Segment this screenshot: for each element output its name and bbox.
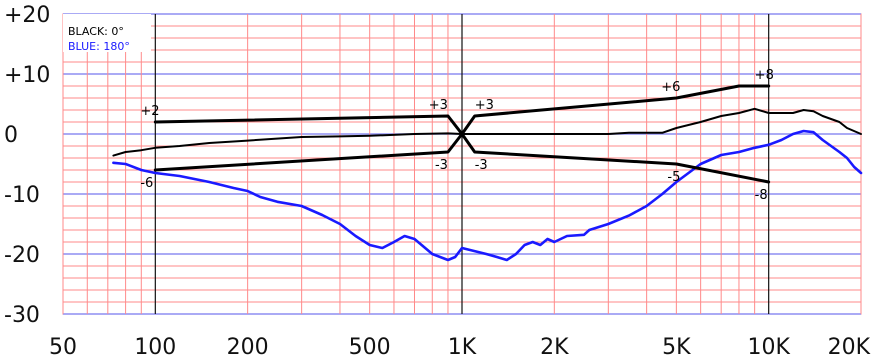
y-tick-label: +10 [4, 63, 50, 88]
legend-separator: : [104, 25, 111, 38]
legend-label: BLACK [68, 25, 105, 38]
annotation-label: +3 [475, 98, 494, 113]
y-tick-label: +20 [4, 3, 50, 28]
annotations-group: +2 -6 +3 +3 -3 -3 +6 -5 +8 -8 [140, 68, 774, 203]
y-tick-label: -30 [4, 303, 40, 328]
annotation-label: +2 [140, 104, 159, 119]
x-tick-label: 50 [49, 335, 77, 360]
legend-value: 180° [103, 40, 130, 53]
legend-entry-blue: BLUE: 180° [68, 40, 130, 53]
annotation-label: +6 [661, 80, 680, 95]
annotation-label: +3 [429, 98, 448, 113]
legend: BLACK: 0° BLUE: 180° [63, 14, 151, 53]
x-tick-label: 100 [134, 335, 176, 360]
series-line-black [112, 107, 862, 157]
y-tick-label: 0 [4, 123, 18, 148]
x-tick-label: 20K [828, 335, 871, 360]
x-tick-label: 5K [662, 335, 691, 360]
legend-label: BLUE [68, 40, 96, 53]
series-group [112, 84, 863, 262]
y-tick-label: -20 [4, 243, 40, 268]
tolerance-line-2 [153, 84, 771, 136]
grid [62, 13, 862, 315]
x-tick-label: 500 [349, 335, 391, 360]
series-line-blue [112, 129, 863, 262]
x-tick-label: 200 [227, 335, 269, 360]
annotation-label: -3 [475, 158, 488, 173]
annotation-label: -8 [755, 188, 768, 203]
annotation-label: -5 [667, 170, 680, 185]
legend-value: 0° [111, 25, 124, 38]
legend-entry-black: BLACK: 0° [68, 25, 124, 38]
x-tick-label: 2K [540, 335, 569, 360]
annotation-label: -3 [435, 158, 448, 173]
legend-separator: : [96, 40, 103, 53]
legend-box [63, 14, 151, 52]
x-tick-label: 10K [747, 335, 790, 360]
axes-group: +20 +10 0 -10 -20 -30 50 100 200 500 1K 2K 5K 10K 20K [4, 3, 871, 360]
annotation-label: -6 [140, 176, 153, 191]
annotation-label: +8 [755, 68, 774, 83]
x-tick-label: 1K [448, 335, 477, 360]
y-tick-label: -10 [4, 183, 40, 208]
tolerance-line-3 [153, 132, 771, 184]
